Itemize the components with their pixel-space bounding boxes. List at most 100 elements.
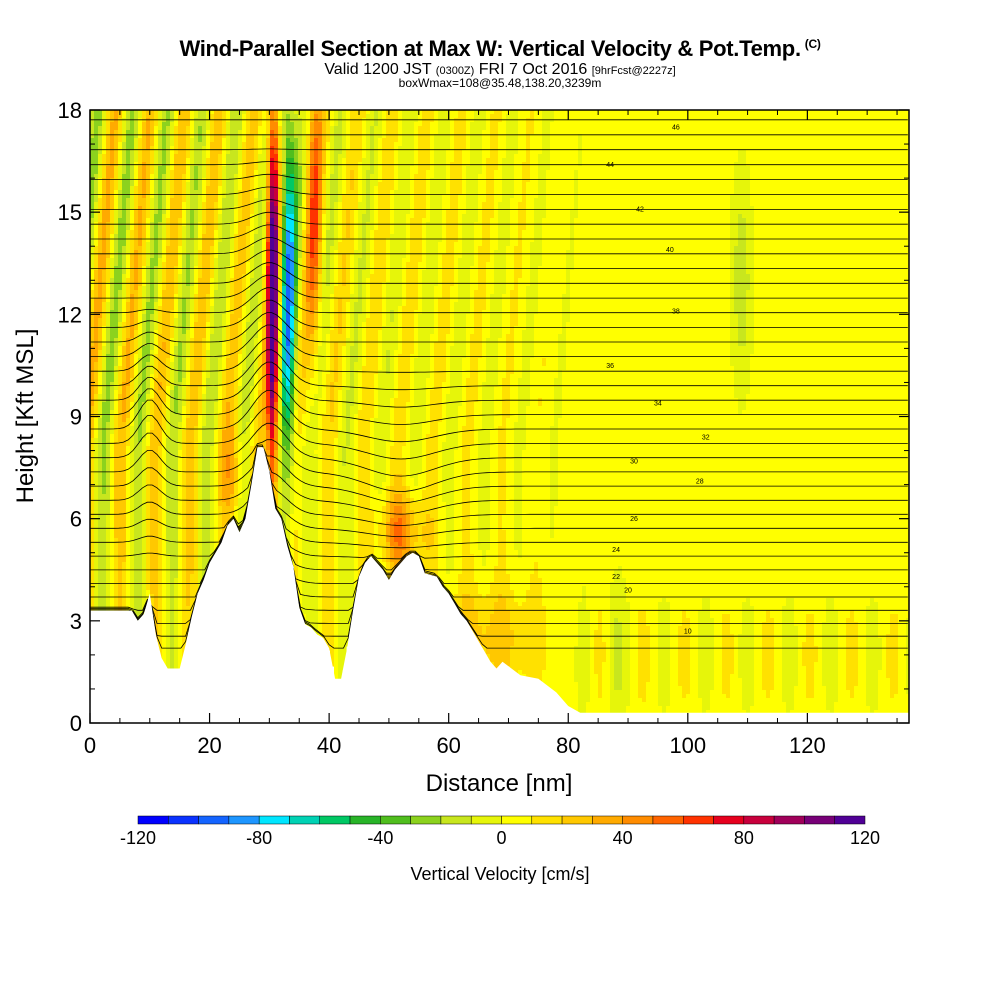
velocity-cell bbox=[178, 318, 183, 323]
velocity-cell bbox=[190, 310, 195, 315]
velocity-cell bbox=[226, 474, 231, 479]
velocity-cell bbox=[174, 626, 179, 631]
velocity-cell bbox=[242, 366, 247, 371]
velocity-cell bbox=[166, 454, 171, 459]
velocity-cell bbox=[190, 478, 195, 483]
velocity-cell bbox=[138, 562, 143, 567]
velocity-cell bbox=[210, 126, 215, 131]
velocity-cell bbox=[158, 570, 163, 575]
velocity-cell bbox=[238, 338, 243, 343]
velocity-cell bbox=[170, 166, 175, 171]
velocity-cell bbox=[170, 618, 175, 623]
velocity-cell bbox=[126, 190, 131, 195]
velocity-cell bbox=[182, 614, 187, 619]
velocity-cell bbox=[198, 474, 203, 479]
velocity-cell bbox=[118, 502, 123, 507]
velocity-cell bbox=[194, 202, 199, 207]
velocity-cell bbox=[218, 446, 223, 451]
velocity-cell bbox=[238, 286, 243, 291]
velocity-cell bbox=[210, 518, 215, 523]
velocity-cell bbox=[162, 422, 167, 427]
velocity-cell bbox=[186, 286, 191, 291]
velocity-cell bbox=[178, 618, 183, 623]
velocity-cell bbox=[210, 122, 215, 127]
velocity-cell bbox=[166, 130, 171, 135]
velocity-cell bbox=[158, 530, 163, 535]
velocity-cell bbox=[118, 494, 123, 499]
velocity-cell bbox=[158, 558, 163, 563]
velocity-cell bbox=[114, 518, 119, 523]
velocity-cell bbox=[186, 450, 191, 455]
velocity-cell bbox=[110, 446, 115, 451]
velocity-cell bbox=[246, 234, 251, 239]
velocity-cell bbox=[206, 522, 211, 527]
velocity-cell bbox=[238, 166, 243, 171]
velocity-cell bbox=[190, 206, 195, 211]
velocity-cell bbox=[210, 458, 215, 463]
velocity-cell bbox=[110, 578, 115, 583]
velocity-cell bbox=[110, 490, 115, 495]
velocity-cell bbox=[142, 426, 147, 431]
velocity-cell bbox=[150, 158, 155, 163]
velocity-cell bbox=[134, 230, 139, 235]
velocity-cell bbox=[138, 218, 143, 223]
velocity-cell bbox=[186, 182, 191, 187]
velocity-cell bbox=[110, 138, 115, 143]
velocity-cell bbox=[126, 142, 131, 147]
velocity-cell bbox=[202, 386, 207, 391]
velocity-cell bbox=[94, 562, 99, 567]
velocity-cell bbox=[198, 422, 203, 427]
velocity-cell bbox=[186, 390, 191, 395]
velocity-cell bbox=[126, 210, 131, 215]
velocity-cell bbox=[110, 114, 115, 119]
velocity-cell bbox=[154, 218, 159, 223]
velocity-cell bbox=[114, 422, 119, 427]
velocity-cell bbox=[238, 394, 243, 399]
velocity-cell bbox=[162, 546, 167, 551]
velocity-cell bbox=[106, 150, 111, 155]
velocity-cell bbox=[190, 422, 195, 427]
velocity-cell bbox=[206, 546, 211, 551]
velocity-cell bbox=[134, 258, 139, 263]
velocity-cell bbox=[146, 206, 151, 211]
velocity-cell bbox=[146, 286, 151, 291]
velocity-cell bbox=[194, 310, 199, 315]
velocity-cell bbox=[150, 486, 155, 491]
velocity-cell bbox=[130, 370, 135, 375]
velocity-cell bbox=[166, 346, 171, 351]
velocity-cell bbox=[134, 342, 139, 347]
velocity-cell bbox=[126, 270, 131, 275]
velocity-cell bbox=[130, 206, 135, 211]
velocity-cell bbox=[118, 170, 123, 175]
velocity-cell bbox=[154, 314, 159, 319]
velocity-cell bbox=[194, 458, 199, 463]
velocity-cell bbox=[166, 150, 171, 155]
velocity-cell bbox=[206, 186, 211, 191]
velocity-cell bbox=[206, 378, 211, 383]
velocity-cell bbox=[110, 130, 115, 135]
velocity-cell bbox=[210, 410, 215, 415]
velocity-cell bbox=[214, 258, 219, 263]
velocity-cell bbox=[194, 206, 199, 211]
velocity-cell bbox=[94, 138, 99, 143]
velocity-cell bbox=[118, 322, 123, 327]
velocity-cell bbox=[206, 290, 211, 295]
velocity-cell bbox=[134, 174, 139, 179]
velocity-cell bbox=[130, 474, 135, 479]
velocity-cell bbox=[94, 462, 99, 467]
velocity-cell bbox=[110, 478, 115, 483]
velocity-cell bbox=[214, 334, 219, 339]
velocity-cell bbox=[146, 490, 151, 495]
velocity-cell bbox=[150, 590, 155, 595]
velocity-cell bbox=[194, 394, 199, 399]
velocity-cell bbox=[118, 470, 123, 475]
velocity-cell bbox=[170, 558, 175, 563]
velocity-cell bbox=[158, 130, 163, 135]
velocity-cell bbox=[222, 446, 227, 451]
velocity-cell bbox=[186, 502, 191, 507]
velocity-cell bbox=[178, 346, 183, 351]
velocity-cell bbox=[230, 362, 235, 367]
velocity-cell bbox=[106, 258, 111, 263]
velocity-cell bbox=[138, 574, 143, 579]
velocity-cell bbox=[194, 290, 199, 295]
